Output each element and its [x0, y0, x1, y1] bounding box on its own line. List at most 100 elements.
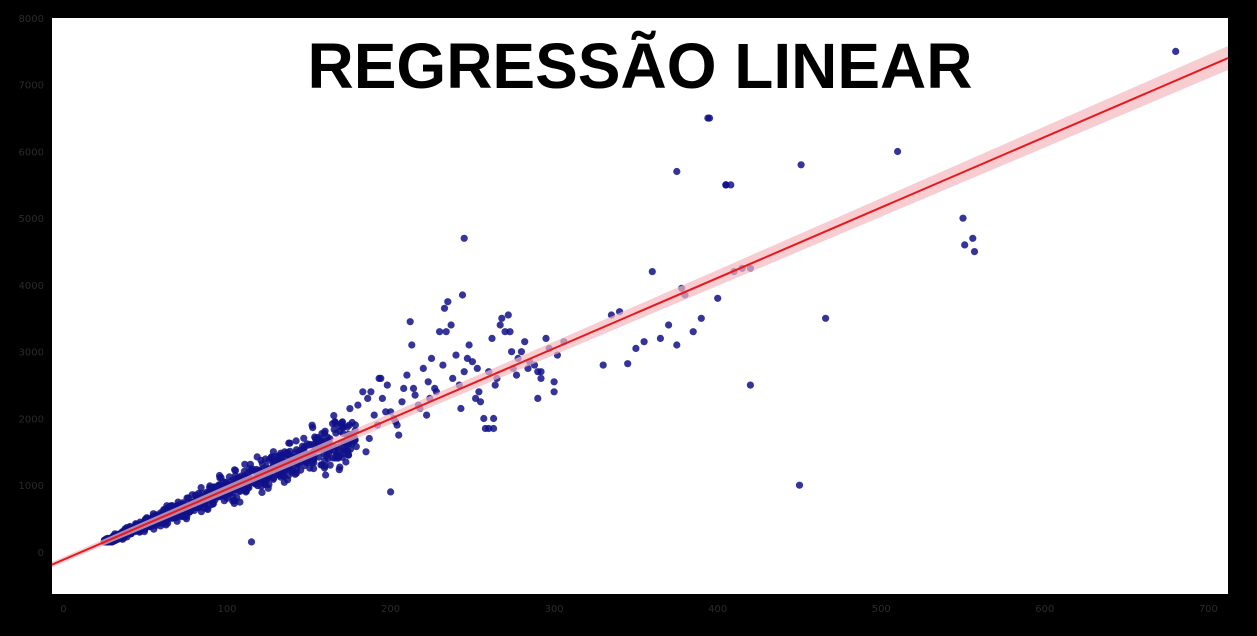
data-point — [427, 354, 436, 362]
data-point — [285, 439, 293, 447]
data-point — [411, 391, 419, 399]
data-point — [460, 234, 468, 242]
data-point — [241, 460, 249, 468]
data-point — [364, 394, 372, 402]
data-point — [277, 451, 286, 459]
data-point — [894, 147, 902, 156]
data-point — [332, 429, 340, 437]
data-point — [697, 314, 705, 322]
data-point — [321, 457, 329, 465]
data-point — [409, 384, 418, 392]
data-point — [473, 364, 481, 372]
data-point — [488, 334, 496, 342]
data-point — [320, 464, 329, 472]
data-point — [419, 364, 427, 372]
data-point — [475, 388, 483, 396]
data-point — [400, 384, 408, 392]
data-point — [322, 471, 330, 479]
data-point — [673, 167, 681, 176]
data-point — [512, 371, 521, 379]
data-point — [673, 341, 681, 349]
y-tick-label: 8000 — [19, 14, 44, 25]
y-tick-label: 5000 — [19, 214, 44, 225]
data-point — [318, 430, 326, 438]
data-point — [177, 512, 185, 520]
regression-line — [51, 57, 1229, 566]
y-tick-label: 3000 — [19, 348, 44, 359]
data-point — [1172, 47, 1180, 56]
data-point — [292, 437, 300, 445]
data-point — [465, 341, 473, 349]
data-point — [395, 431, 403, 439]
data-point — [424, 378, 432, 386]
x-tick-label: 400 — [708, 604, 727, 615]
data-point — [362, 448, 370, 456]
data-point — [969, 234, 977, 242]
data-point — [367, 388, 375, 396]
data-point — [537, 374, 545, 382]
data-point — [280, 478, 288, 486]
data-point — [521, 338, 529, 346]
data-point — [192, 491, 200, 499]
data-point — [431, 384, 439, 392]
regression-layer — [51, 46, 1229, 568]
data-point — [300, 434, 308, 442]
data-point — [447, 321, 455, 329]
data-point — [236, 487, 244, 496]
data-point — [315, 453, 323, 461]
data-point — [215, 481, 223, 489]
data-point — [476, 398, 485, 406]
data-point — [542, 334, 550, 342]
data-point — [457, 404, 465, 413]
data-point — [508, 348, 516, 356]
data-point — [440, 304, 449, 312]
data-point — [797, 161, 805, 169]
data-point — [310, 465, 318, 473]
data-point — [504, 311, 512, 319]
y-axis-ticks: 0 1000 2000 3000 4000 5000 6000 7000 8000 — [19, 14, 44, 559]
data-point — [444, 298, 452, 306]
data-point — [335, 466, 343, 474]
y-tick-label: 6000 — [19, 147, 44, 158]
data-point — [245, 465, 253, 473]
data-point — [393, 421, 401, 429]
data-point — [242, 487, 251, 495]
data-point — [330, 412, 338, 420]
data-point — [334, 454, 342, 462]
data-point — [300, 462, 309, 470]
data-point — [463, 354, 471, 362]
data-point — [490, 414, 498, 423]
data-point — [383, 381, 391, 389]
data-point — [624, 360, 632, 368]
x-axis-ticks: 0 100 200 300 400 500 600 700 — [60, 604, 1218, 615]
data-point — [498, 314, 506, 322]
data-point — [378, 394, 386, 402]
data-point — [225, 473, 233, 481]
data-point — [795, 481, 804, 489]
data-point — [458, 291, 467, 299]
data-point — [258, 488, 266, 496]
y-tick-label: 2000 — [19, 414, 44, 425]
data-point — [209, 500, 217, 508]
y-tick-label: 1000 — [19, 481, 44, 492]
data-point — [354, 401, 362, 409]
data-point — [640, 338, 648, 346]
data-point — [403, 371, 411, 379]
data-point — [267, 454, 275, 462]
data-point — [436, 328, 444, 336]
data-point — [336, 423, 344, 431]
data-point — [310, 459, 318, 467]
data-point — [339, 450, 347, 458]
data-point — [714, 294, 722, 302]
data-point — [665, 321, 673, 329]
data-point — [305, 441, 313, 449]
data-point — [370, 411, 378, 419]
y-tick-label: 4000 — [19, 281, 44, 292]
data-point — [348, 418, 356, 427]
data-point — [550, 388, 558, 396]
data-point — [206, 482, 214, 490]
data-point — [408, 341, 416, 349]
data-point — [599, 361, 607, 369]
data-point — [261, 455, 270, 463]
